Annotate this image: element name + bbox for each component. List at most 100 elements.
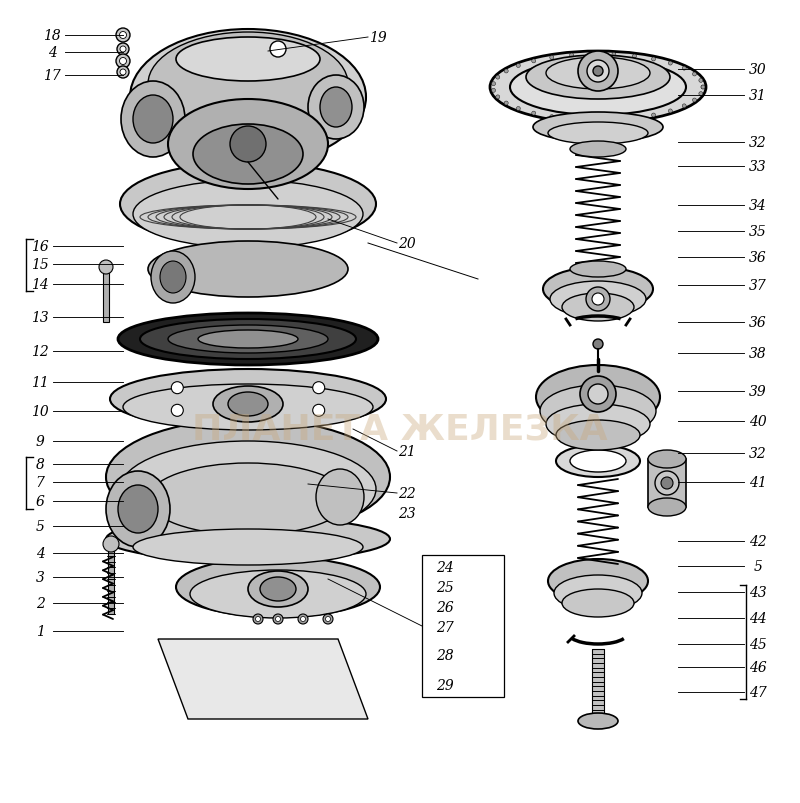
Text: 46: 46: [749, 660, 767, 675]
Text: 17: 17: [43, 69, 61, 83]
Circle shape: [590, 119, 594, 123]
Ellipse shape: [168, 325, 328, 353]
Ellipse shape: [160, 262, 186, 294]
Circle shape: [504, 70, 508, 74]
Ellipse shape: [133, 96, 173, 144]
Ellipse shape: [228, 393, 268, 417]
Circle shape: [593, 340, 603, 349]
Ellipse shape: [570, 142, 626, 158]
Ellipse shape: [546, 405, 650, 444]
Circle shape: [586, 287, 610, 312]
Text: 8: 8: [35, 458, 45, 471]
Circle shape: [516, 108, 520, 112]
Ellipse shape: [118, 485, 158, 533]
Circle shape: [701, 86, 705, 90]
Text: 26: 26: [436, 601, 454, 614]
Text: 34: 34: [749, 199, 767, 213]
Circle shape: [496, 76, 500, 80]
Ellipse shape: [248, 571, 308, 607]
Circle shape: [578, 52, 618, 92]
Text: 28: 28: [436, 648, 454, 662]
Circle shape: [699, 79, 703, 84]
Text: 10: 10: [31, 405, 49, 418]
Text: 21: 21: [398, 444, 416, 459]
Text: 5: 5: [754, 560, 762, 573]
Ellipse shape: [198, 331, 298, 349]
Ellipse shape: [546, 58, 650, 90]
Bar: [422, 556, 504, 697]
Ellipse shape: [106, 419, 390, 536]
Circle shape: [313, 405, 325, 417]
Circle shape: [275, 617, 281, 622]
Circle shape: [253, 614, 263, 624]
Ellipse shape: [490, 52, 706, 124]
Text: 30: 30: [749, 63, 767, 77]
Circle shape: [682, 67, 686, 71]
Ellipse shape: [140, 320, 356, 360]
Ellipse shape: [120, 163, 376, 247]
Ellipse shape: [121, 82, 185, 158]
Text: 31: 31: [749, 89, 767, 103]
Ellipse shape: [110, 369, 386, 430]
Ellipse shape: [540, 385, 656, 438]
Ellipse shape: [193, 124, 303, 185]
Ellipse shape: [133, 529, 363, 565]
Circle shape: [116, 55, 130, 69]
Text: 39: 39: [749, 385, 767, 398]
Ellipse shape: [190, 570, 366, 618]
Circle shape: [255, 617, 261, 622]
Ellipse shape: [308, 76, 364, 140]
Ellipse shape: [151, 251, 195, 304]
Circle shape: [570, 118, 574, 122]
Ellipse shape: [548, 560, 648, 603]
Ellipse shape: [130, 30, 366, 165]
Text: 33: 33: [749, 160, 767, 173]
Circle shape: [550, 56, 554, 60]
Ellipse shape: [320, 88, 352, 128]
Ellipse shape: [316, 470, 364, 525]
Circle shape: [661, 478, 673, 489]
Text: 18: 18: [43, 29, 61, 43]
Circle shape: [117, 44, 129, 56]
Circle shape: [119, 59, 126, 65]
Ellipse shape: [148, 33, 348, 137]
Circle shape: [588, 385, 608, 405]
Text: 23: 23: [398, 507, 416, 520]
Circle shape: [103, 536, 119, 552]
Circle shape: [117, 67, 129, 79]
Circle shape: [550, 116, 554, 120]
Text: 42: 42: [749, 534, 767, 548]
Text: 13: 13: [31, 311, 49, 324]
Text: 11: 11: [31, 376, 49, 389]
Circle shape: [273, 614, 283, 624]
Text: 5: 5: [35, 520, 45, 533]
Circle shape: [491, 89, 495, 93]
Circle shape: [580, 377, 616, 413]
Circle shape: [532, 60, 536, 63]
Circle shape: [171, 382, 183, 394]
Ellipse shape: [106, 517, 390, 561]
Ellipse shape: [562, 294, 634, 321]
Circle shape: [587, 61, 609, 83]
Text: 38: 38: [749, 347, 767, 361]
Bar: [648, 459, 686, 507]
Circle shape: [313, 382, 325, 394]
Text: 7: 7: [35, 475, 45, 489]
Ellipse shape: [176, 557, 380, 618]
Circle shape: [693, 73, 697, 77]
Circle shape: [570, 54, 574, 58]
Ellipse shape: [533, 113, 663, 143]
Ellipse shape: [510, 60, 686, 116]
Circle shape: [298, 614, 308, 624]
Text: 25: 25: [436, 581, 454, 594]
Text: 6: 6: [35, 495, 45, 508]
Text: 35: 35: [749, 225, 767, 238]
Circle shape: [516, 64, 520, 68]
Text: 4: 4: [35, 546, 45, 560]
Ellipse shape: [176, 38, 320, 82]
Ellipse shape: [106, 471, 170, 548]
Ellipse shape: [168, 100, 328, 190]
Circle shape: [701, 86, 705, 90]
Text: 43: 43: [749, 585, 767, 599]
Ellipse shape: [536, 365, 660, 430]
